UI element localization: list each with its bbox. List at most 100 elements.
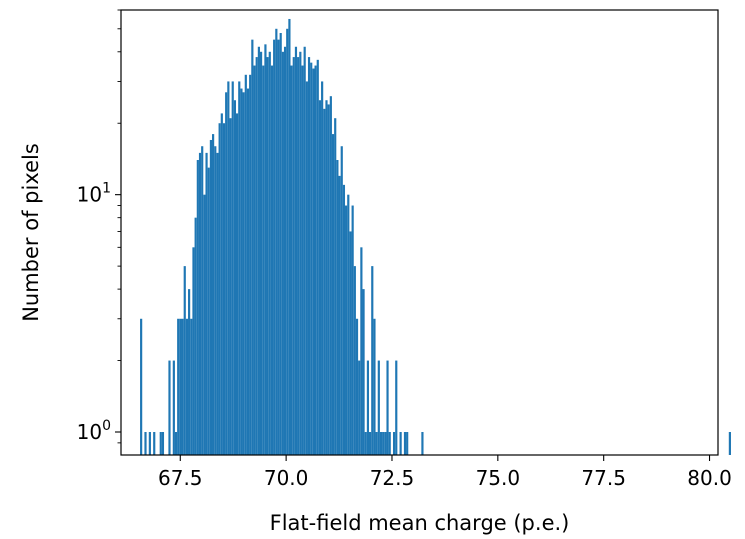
histogram-bar: [181, 318, 184, 455]
histogram-bar: [406, 432, 409, 455]
histogram-bar: [207, 167, 210, 455]
histogram-bar: [277, 39, 280, 456]
histogram-bar: [148, 432, 151, 455]
histogram-bar: [273, 39, 276, 456]
histogram-bar: [321, 81, 324, 455]
y-tick-label-exponent: 1: [102, 181, 111, 197]
histogram-bar: [329, 96, 332, 455]
histogram-bar: [205, 152, 208, 455]
histogram-bar: [294, 46, 298, 455]
histogram-bar: [392, 432, 396, 455]
histogram-bar: [290, 65, 293, 456]
histogram-bar: [268, 51, 271, 455]
histogram-bar: [388, 432, 391, 455]
histogram-bar: [299, 51, 302, 455]
histogram-bar: [375, 432, 378, 455]
histogram-bar: [314, 65, 317, 456]
x-tick-label: 80.0: [687, 466, 732, 490]
histogram-bar: [386, 360, 389, 455]
x-tick-label: 72.5: [370, 466, 415, 490]
histogram-bar: [255, 57, 258, 455]
histogram-bar: [198, 152, 202, 455]
x-tick-label: 75.0: [476, 466, 521, 490]
histogram-bar: [303, 46, 306, 455]
histogram-bar: [209, 139, 213, 456]
bars-layer: [140, 18, 731, 456]
y-tick-label: 100: [77, 418, 111, 444]
histogram-bar: [233, 100, 236, 455]
x-tick-label: 67.5: [158, 466, 203, 490]
histogram-bar: [251, 39, 254, 456]
y-tick-label-exponent: 0: [102, 418, 111, 434]
histogram-bar: [307, 57, 311, 455]
histogram-bar: [229, 118, 232, 455]
histogram-bar: [355, 318, 359, 455]
histogram-bar: [312, 68, 315, 455]
plot-frame: [120, 9, 719, 456]
histogram-bar: [270, 65, 274, 456]
histogram-bar: [227, 81, 230, 455]
histogram-bar: [190, 318, 193, 455]
histogram-bar: [373, 318, 376, 455]
histogram-bar: [161, 432, 165, 455]
histogram-bar: [144, 432, 147, 455]
histogram-bar: [349, 231, 352, 455]
histogram-bar: [257, 46, 260, 455]
histogram-bar: [347, 194, 350, 455]
histogram-bar: [399, 432, 402, 455]
histogram-bar: [395, 360, 398, 455]
histogram-bar: [194, 217, 197, 455]
histogram-bar: [377, 360, 380, 455]
x-tick-label: 70.0: [264, 466, 309, 490]
histogram-bar: [318, 100, 322, 455]
histogram-bar: [262, 65, 265, 456]
histogram-bar: [358, 360, 361, 455]
y-axis-label: Number of pixels: [19, 143, 43, 322]
histogram-bar: [384, 432, 387, 455]
histogram-bar: [218, 123, 221, 455]
y-tick-label-base: 10: [77, 420, 102, 444]
histogram-bar: [327, 104, 330, 455]
histogram-bar: [231, 81, 234, 455]
histogram-bar: [336, 160, 339, 455]
histogram-bar: [279, 33, 282, 455]
histogram-bar: [216, 152, 219, 455]
y-tick-label-base: 10: [77, 183, 102, 207]
histogram-bar: [331, 134, 335, 455]
histogram-bar: [310, 62, 313, 456]
histogram-bar: [316, 59, 319, 455]
histogram-bar: [153, 432, 156, 455]
histogram-bar: [305, 81, 308, 455]
histogram-bar: [353, 266, 356, 455]
histogram-bar: [286, 28, 289, 455]
histogram-bar: [246, 88, 250, 456]
x-axis-ticks: 67.5 70.0 72.5 75.0 77.5 80.0: [158, 455, 732, 490]
histogram-bar: [382, 432, 385, 455]
histogram-bar: [283, 46, 287, 455]
histogram-bar: [340, 146, 343, 456]
histogram-bar: [244, 74, 247, 455]
histogram-bar: [292, 57, 295, 455]
histogram-bar: [259, 51, 263, 455]
histogram-bar: [174, 432, 178, 455]
histogram-bar: [214, 146, 217, 456]
histogram-bar: [253, 65, 256, 456]
histogram-bar: [325, 100, 328, 455]
histogram-bar: [345, 205, 348, 455]
histogram-bar: [338, 175, 341, 455]
y-tick-label: 101: [77, 181, 111, 207]
histogram-bar: [369, 432, 372, 455]
histogram-bar: [275, 28, 278, 455]
histogram-bar: [172, 360, 175, 455]
histogram-bar: [212, 134, 215, 455]
histogram-bar: [288, 18, 291, 455]
histogram-bar: [203, 194, 206, 455]
x-tick-label: 77.5: [581, 466, 626, 490]
histogram-bar: [242, 92, 245, 456]
histogram-bar: [264, 44, 267, 456]
histogram-bar: [360, 247, 363, 455]
histogram-bar: [334, 118, 337, 455]
histogram-bar: [342, 184, 346, 455]
histogram-bar: [192, 247, 195, 455]
